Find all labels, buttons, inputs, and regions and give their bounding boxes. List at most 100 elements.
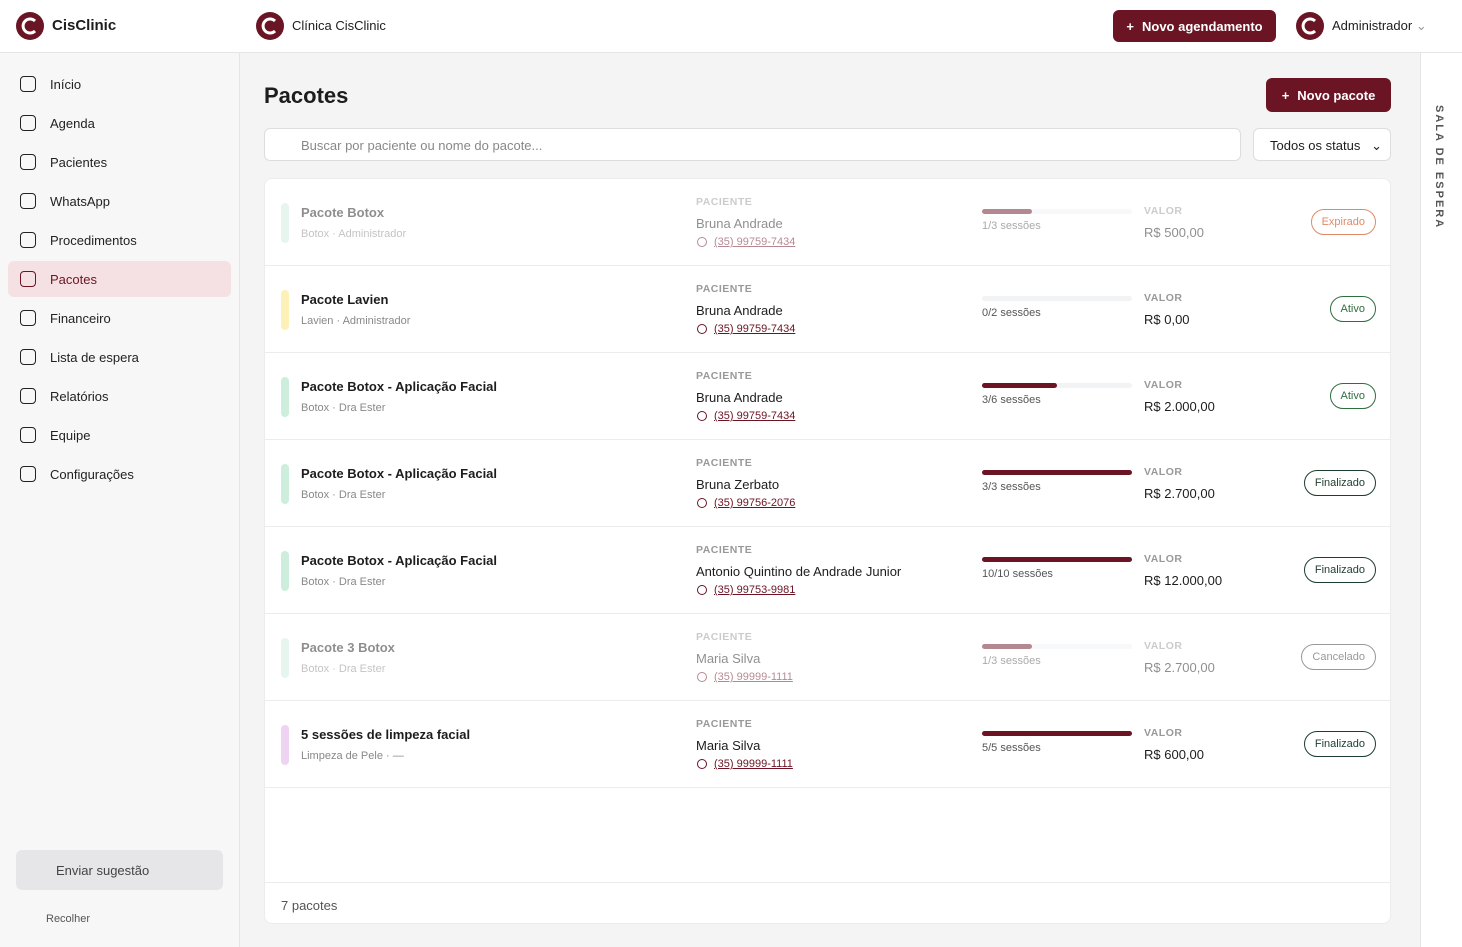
status-badge: Expirado (1310, 209, 1376, 235)
package-value: R$ 600,00 (1144, 747, 1204, 762)
nav-item[interactable]: Financeiro (8, 300, 231, 336)
package-value: R$ 2.700,00 (1144, 660, 1215, 675)
sessions-label: 3/3 sessões (982, 481, 1041, 493)
whatsapp-icon (697, 237, 707, 247)
patient-heading: PACIENTE (696, 196, 753, 208)
waiting-room-rail[interactable]: SALA DE ESPERA (1420, 53, 1462, 947)
nav-item[interactable]: Relatórios (8, 378, 231, 414)
sessions-label: 10/10 sessões (982, 568, 1053, 580)
nav-item[interactable]: Procedimentos (8, 222, 231, 258)
package-row[interactable]: Pacote Lavien Lavien · Administrador PACIE… (265, 266, 1390, 353)
user-menu[interactable]: Administrador ⌄ (1332, 18, 1427, 33)
status-filter[interactable]: Todos os status ⌄ (1253, 128, 1391, 161)
new-package-button[interactable]: + Novo pacote (1266, 78, 1391, 112)
package-row[interactable]: 5 sessões de limpeza facial Limpeza de Pe… (265, 701, 1390, 788)
button-label: Novo agendamento (1141, 18, 1263, 34)
package-row[interactable]: Pacote Botox Botox · Administrador PACIENT… (265, 179, 1390, 266)
sessions-label: 1/3 sessões (982, 220, 1041, 232)
patient-phone[interactable]: (35) 99753-9981 (714, 584, 796, 596)
patient-phone[interactable]: (35) 99756-2076 (714, 497, 796, 509)
color-strip (281, 203, 289, 243)
card-footer: 7 pacotes (265, 882, 1390, 923)
status-badge: Finalizado (1303, 470, 1376, 496)
package-value: R$ 0,00 (1144, 312, 1190, 327)
nav-item[interactable]: WhatsApp (8, 183, 231, 219)
nav-item[interactable]: Agenda (8, 105, 231, 141)
patient-name: Maria Silva (696, 651, 761, 666)
new-appointment-button[interactable]: + Novo agendamento (1113, 10, 1276, 42)
patient-heading: PACIENTE (696, 370, 753, 382)
color-strip (281, 551, 289, 591)
nav-label: Configurações (50, 466, 134, 482)
patient-phone[interactable]: (35) 99759-7434 (714, 236, 796, 248)
color-strip (281, 638, 289, 678)
package-value: R$ 2.000,00 (1144, 399, 1215, 414)
whatsapp-icon (697, 324, 707, 334)
nav-item[interactable]: Lista de espera (8, 339, 231, 375)
nav-icon (20, 271, 36, 287)
package-meta: Botox · Dra Ester (301, 489, 386, 501)
package-meta: Botox · Dra Ester (301, 576, 386, 588)
logo (16, 12, 44, 40)
progress-track (982, 296, 1132, 301)
whatsapp-icon (697, 672, 707, 682)
progress-bar (982, 383, 1057, 388)
value-heading: VALOR (1144, 292, 1183, 304)
nav-item[interactable]: Configurações (8, 456, 231, 492)
progress-track (982, 731, 1132, 736)
patient-name: Maria Silva (696, 738, 761, 753)
color-strip (281, 377, 289, 417)
package-row[interactable]: Pacote Botox - Aplicação Facial Botox · D… (265, 440, 1390, 527)
patient-heading: PACIENTE (696, 718, 753, 730)
nav-label: Início (50, 76, 82, 92)
patient-phone[interactable]: (35) 99759-7434 (714, 410, 796, 422)
package-meta: Botox · Administrador (301, 228, 407, 240)
nav-label: Pacotes (50, 271, 97, 287)
patient-phone[interactable]: (35) 99999-1111 (714, 671, 793, 683)
collapse-button[interactable]: Recolher (46, 913, 91, 925)
sessions-label: 3/6 sessões (982, 394, 1041, 406)
package-name: Pacote Botox - Aplicação Facial (301, 379, 498, 394)
patient-name: Bruna Andrade (696, 390, 783, 405)
package-name: Pacote Botox - Aplicação Facial (301, 466, 498, 481)
package-row[interactable]: Pacote Botox - Aplicação Facial Botox · D… (265, 527, 1390, 614)
brand: CisClinic (52, 17, 117, 34)
package-name: Pacote Botox (301, 205, 385, 220)
nav-item[interactable]: Pacientes (8, 144, 231, 180)
nav-icon (20, 193, 36, 209)
patient-phone[interactable]: (35) 99999-1111 (714, 758, 793, 770)
value-heading: VALOR (1144, 466, 1183, 478)
nav-item[interactable]: Pacotes (8, 261, 231, 297)
package-meta: Limpeza de Pele · — (301, 750, 404, 762)
status-badge: Finalizado (1303, 557, 1376, 583)
nav-icon (20, 349, 36, 365)
nav-label: Relatórios (50, 388, 109, 404)
suggest-button[interactable]: Enviar sugestão (16, 850, 223, 890)
package-row[interactable]: Pacote Botox - Aplicação Facial Botox · D… (265, 353, 1390, 440)
search-input[interactable]: Buscar por paciente ou nome do pacote... (264, 128, 1241, 161)
patient-phone[interactable]: (35) 99759-7434 (714, 323, 796, 335)
nav-label: Procedimentos (50, 232, 137, 248)
status-badge: Ativo (1329, 296, 1376, 322)
patient-heading: PACIENTE (696, 631, 753, 643)
package-meta: Botox · Dra Ester (301, 402, 386, 414)
nav-label: Agenda (50, 115, 95, 131)
progress-track (982, 644, 1132, 649)
package-row[interactable]: Pacote 3 Botox Botox · Dra Ester PACIENTE M… (265, 614, 1390, 701)
nav-item[interactable]: Início (8, 66, 231, 102)
topbar: CisClinic Clínica CisClinic + Novo agenda… (0, 0, 1462, 53)
patient-name: Bruna Andrade (696, 303, 783, 318)
patient-heading: PACIENTE (696, 457, 753, 469)
rail-label: SALA DE ESPERA (1433, 105, 1445, 230)
nav-icon (20, 154, 36, 170)
nav-item[interactable]: Equipe (8, 417, 231, 453)
nav-icon (20, 115, 36, 131)
filter-label: Todos os status (1270, 138, 1361, 153)
whatsapp-icon (697, 498, 707, 508)
sessions-label: 1/3 sessões (982, 655, 1041, 667)
value-heading: VALOR (1144, 640, 1183, 652)
whatsapp-icon (697, 411, 707, 421)
progress-bar (982, 644, 1032, 649)
